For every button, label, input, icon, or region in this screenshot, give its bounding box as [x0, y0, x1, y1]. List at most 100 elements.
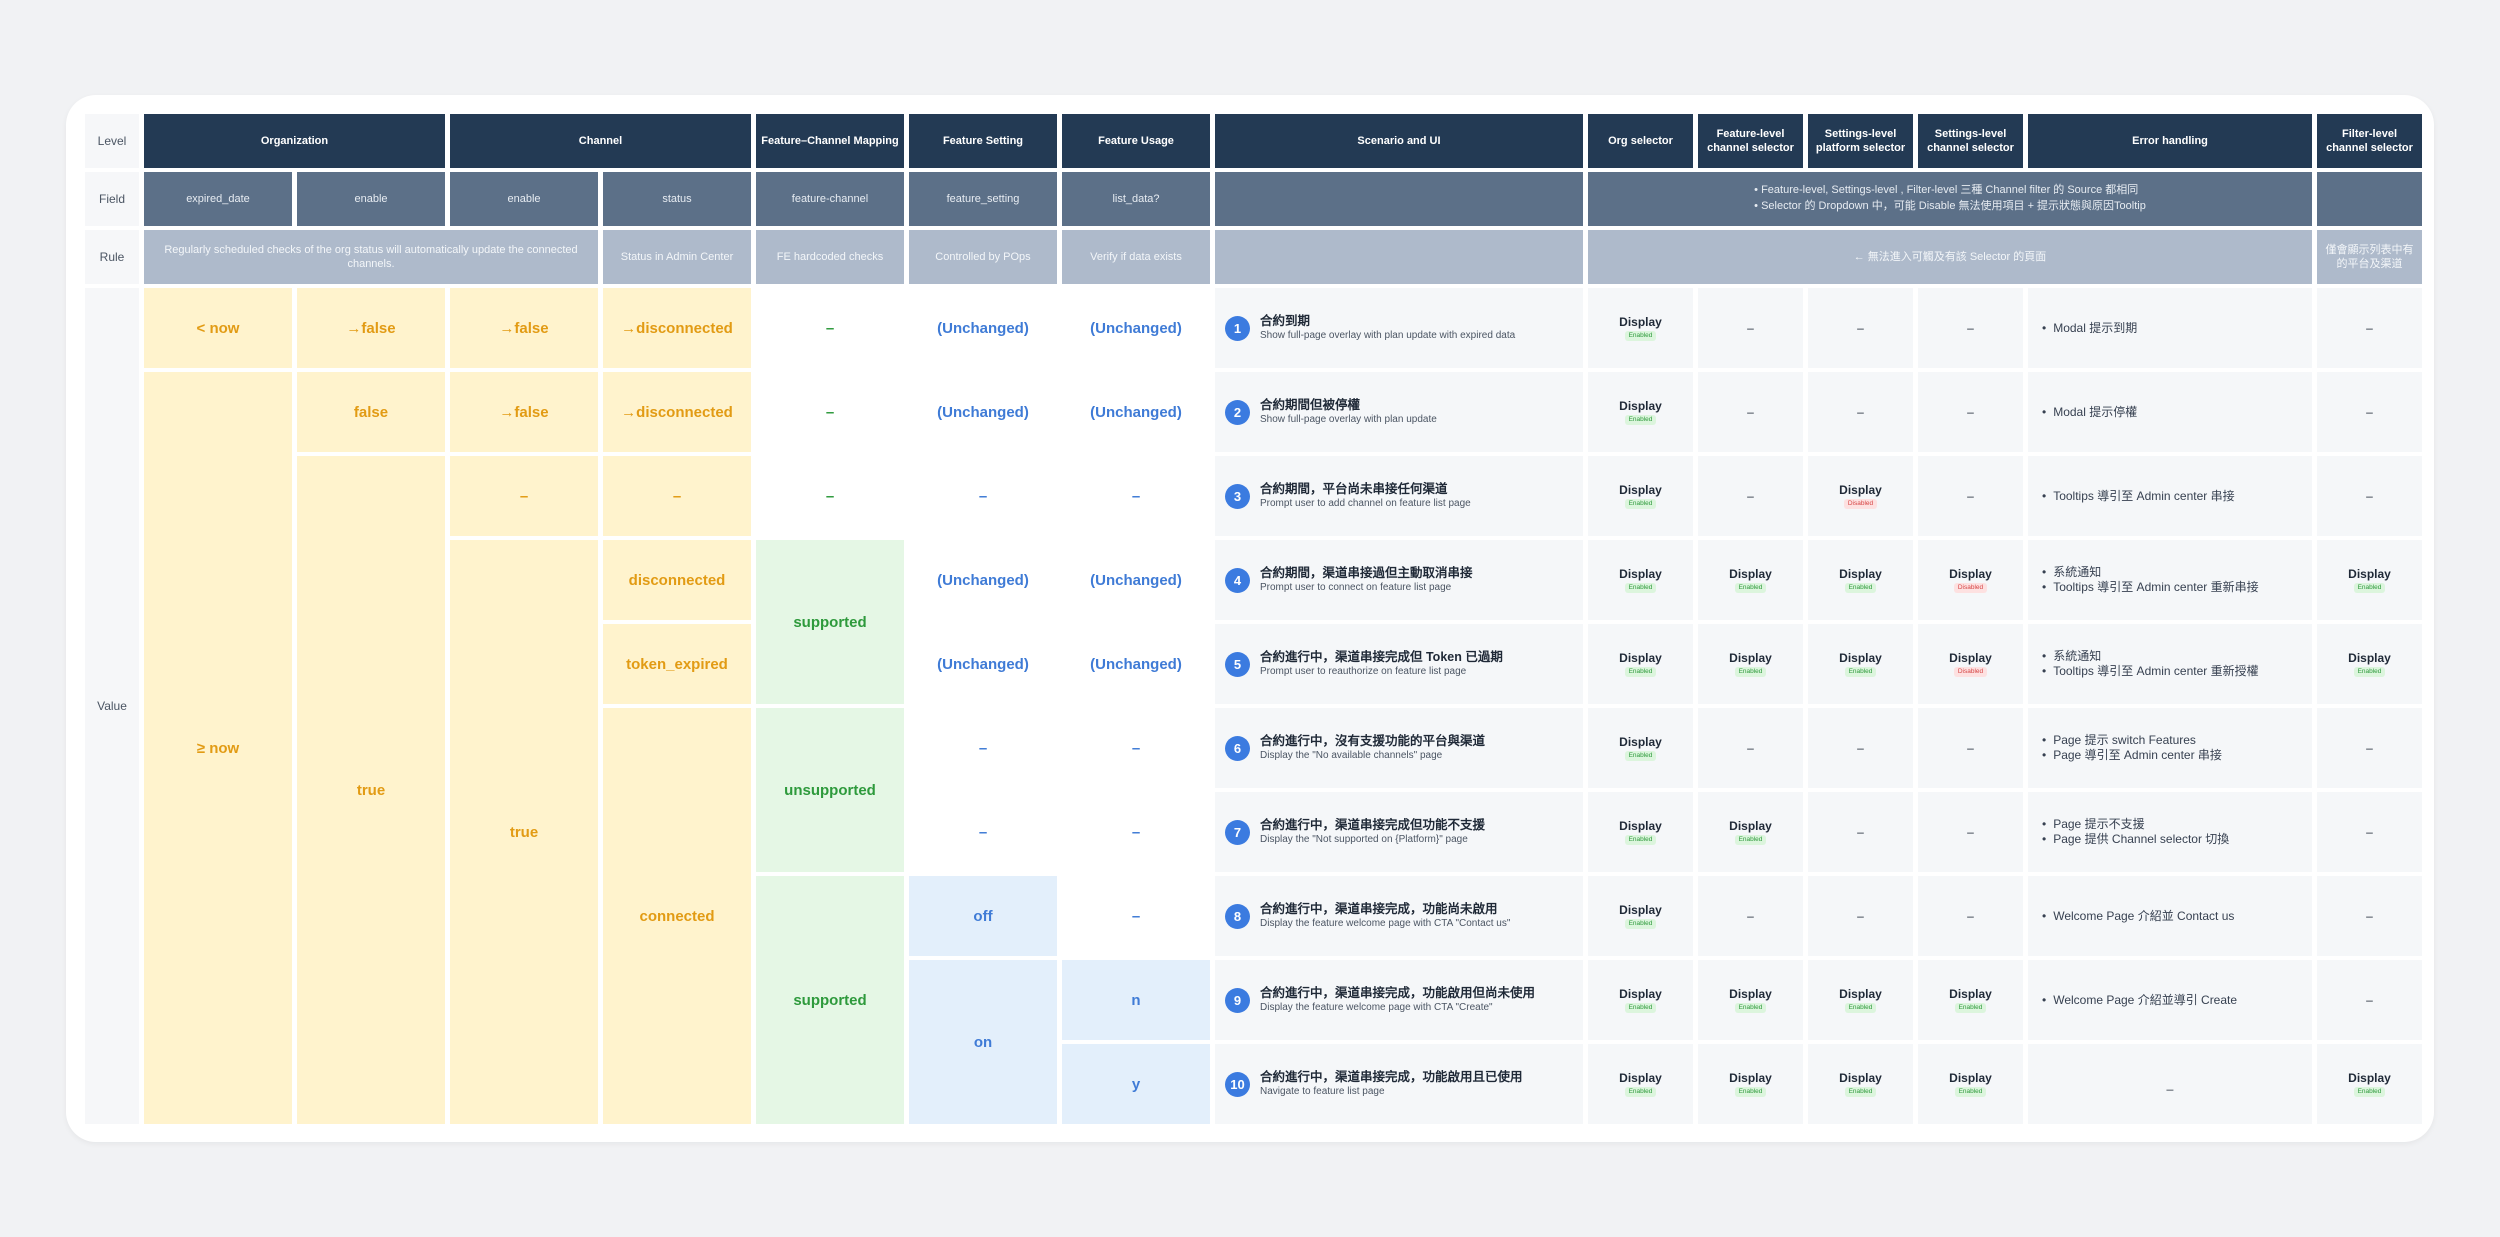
level-label: Level: [85, 114, 139, 168]
value-feature-setting: on: [909, 960, 1057, 1124]
empty-dash: –: [1857, 405, 1864, 419]
org-selector-cell: Display Enabled: [1588, 792, 1693, 872]
error-list: Modal 提示到期: [2042, 321, 2137, 336]
scenario-number-badge: 3: [1225, 483, 1250, 509]
rule-label: Rule: [85, 230, 139, 284]
error-handling-cell: Modal 提示到期: [2028, 288, 2312, 368]
value-channel-enable: →false: [450, 288, 598, 368]
rule-mapping: FE hardcoded checks: [756, 230, 904, 284]
error-item: Page 提供 Channel selector 切換: [2042, 832, 2229, 847]
value-status: connected: [603, 708, 751, 1124]
filter-level-selector-cell: –: [2317, 792, 2422, 872]
error-list: Page 提示 switch FeaturesPage 導引至 Admin ce…: [2042, 733, 2222, 763]
enabled-badge: Enabled: [1734, 667, 1767, 678]
enabled-badge: Enabled: [2353, 1087, 2386, 1098]
scenario-title: 合約進行中，渠道串接完成但功能不支援: [1260, 817, 1486, 832]
field-feature-setting: feature_setting: [909, 172, 1057, 226]
settings-channel-selector-cell: Display Disabled: [1918, 540, 2023, 620]
value-channel-enable: –: [450, 456, 598, 536]
scenario-number-badge: 4: [1225, 567, 1250, 593]
field-feature-channel: feature-channel: [756, 172, 904, 226]
value-status: disconnected: [603, 540, 751, 620]
feature-level-selector-cell: Display Enabled: [1698, 624, 1803, 704]
value-org-enable: →false: [297, 288, 445, 368]
feature-level-selector-cell: Display Enabled: [1698, 540, 1803, 620]
empty-dash: –: [1967, 825, 1974, 839]
scenario-number-badge: 5: [1225, 651, 1250, 677]
feature-level-selector-cell: –: [1698, 708, 1803, 788]
value-org-enable: true: [297, 456, 445, 1124]
empty-dash: –: [2366, 405, 2373, 419]
display-label: Display: [1729, 650, 1772, 665]
rule-setting: Controlled by POps: [909, 230, 1057, 284]
display-label: Display: [2348, 1070, 2391, 1085]
org-selector-cell: Display Enabled: [1588, 456, 1693, 536]
org-selector-cell: Display Enabled: [1588, 876, 1693, 956]
filter-level-selector-cell: Display Enabled: [2317, 624, 2422, 704]
scenario-cell: 10 合約進行中，渠道串接完成，功能啟用且已使用 Navigate to featu…: [1215, 1044, 1583, 1124]
empty-dash: –: [2366, 321, 2373, 335]
display-label: Display: [1949, 566, 1992, 581]
scenario-cell: 9 合約進行中，渠道串接完成，功能啟用但尚未使用 Display the featu…: [1215, 960, 1583, 1040]
settings-channel-selector-cell: –: [1918, 792, 2023, 872]
value-label: Value: [85, 288, 139, 1124]
disabled-badge: Disabled: [1953, 583, 1988, 594]
enabled-badge: Enabled: [1624, 1087, 1657, 1098]
enabled-badge: Enabled: [2353, 667, 2386, 678]
empty-dash: –: [2366, 825, 2373, 839]
enabled-badge: Enabled: [1844, 583, 1877, 594]
error-item: Welcome Page 介紹並導引 Create: [2042, 993, 2237, 1008]
display-label: Display: [1619, 986, 1662, 1001]
empty-dash: –: [1857, 909, 1864, 923]
filter-level-selector-cell: –: [2317, 876, 2422, 956]
error-list: 系統通知Tooltips 導引至 Admin center 重新串接: [2042, 565, 2258, 595]
error-handling-cell: 系統通知Tooltips 導引至 Admin center 重新授權: [2028, 624, 2312, 704]
empty-dash: –: [1857, 825, 1864, 839]
scenario-text: 合約期間，平台尚未串接任何渠道 Prompt user to add channe…: [1260, 481, 1471, 511]
scenario-title: 合約進行中，渠道串接完成但 Token 已過期: [1260, 649, 1503, 664]
scenario-text: 合約到期 Show full-page overlay with plan upd…: [1260, 313, 1515, 343]
value-feature-setting: (Unchanged): [909, 372, 1057, 452]
display-label: Display: [1729, 818, 1772, 833]
value-feature-setting: off: [909, 876, 1057, 956]
value-feature-usage: (Unchanged): [1062, 624, 1210, 704]
error-item: Page 提示 switch Features: [2042, 733, 2222, 748]
feature-level-selector-cell: –: [1698, 372, 1803, 452]
scenario-subtitle: Navigate to feature list page: [1260, 1086, 1385, 1098]
scenario-cell: 8 合約進行中，渠道串接完成，功能尚未啟用 Display the feature …: [1215, 876, 1583, 956]
display-label: Display: [1839, 986, 1882, 1001]
org-selector-cell: Display Enabled: [1588, 1044, 1693, 1124]
display-label: Display: [1729, 566, 1772, 581]
filter-level-selector-cell: Display Enabled: [2317, 540, 2422, 620]
value-feature-usage: (Unchanged): [1062, 372, 1210, 452]
header-feature-usage: Feature Usage: [1062, 114, 1210, 168]
scenario-number-badge: 6: [1225, 735, 1250, 761]
enabled-badge: Enabled: [1844, 1087, 1877, 1098]
empty-dash: –: [1967, 909, 1974, 923]
enabled-badge: Enabled: [1624, 919, 1657, 930]
error-list: Welcome Page 介紹並導引 Create: [2042, 993, 2237, 1008]
empty-dash: –: [1967, 741, 1974, 755]
scenario-subtitle: Display the "No available channels" page: [1260, 750, 1443, 762]
header-settings-channel-selector: Settings-level channel selector: [1918, 114, 2023, 168]
value-mapping: supported: [756, 876, 904, 1124]
empty-dash: –: [1967, 321, 1974, 335]
display-label: Display: [2348, 566, 2391, 581]
empty-dash: –: [2366, 909, 2373, 923]
value-expired-ge-now: ≥ now: [144, 372, 292, 1124]
rule-scenario: [1215, 230, 1583, 284]
scenario-text: 合約進行中，渠道串接完成，功能啟用但尚未使用 Display the featur…: [1260, 985, 1535, 1015]
settings-channel-selector-cell: –: [1918, 288, 2023, 368]
org-selector-cell: Display Enabled: [1588, 288, 1693, 368]
value-feature-setting: (Unchanged): [909, 540, 1057, 620]
value-feature-usage: n: [1062, 960, 1210, 1040]
scenario-title: 合約期間，渠道串接過但主動取消串接: [1260, 565, 1473, 580]
filter-level-selector-cell: –: [2317, 708, 2422, 788]
filter-level-selector-cell: Display Enabled: [2317, 1044, 2422, 1124]
header-filter-level-selector: Filter-level channel selector: [2317, 114, 2422, 168]
org-selector-cell: Display Enabled: [1588, 960, 1693, 1040]
filter-level-selector-cell: –: [2317, 960, 2422, 1040]
scenario-title: 合約進行中，沒有支援功能的平台與渠道: [1260, 733, 1486, 748]
error-handling-cell: Page 提示 switch FeaturesPage 導引至 Admin ce…: [2028, 708, 2312, 788]
value-status: token_expired: [603, 624, 751, 704]
